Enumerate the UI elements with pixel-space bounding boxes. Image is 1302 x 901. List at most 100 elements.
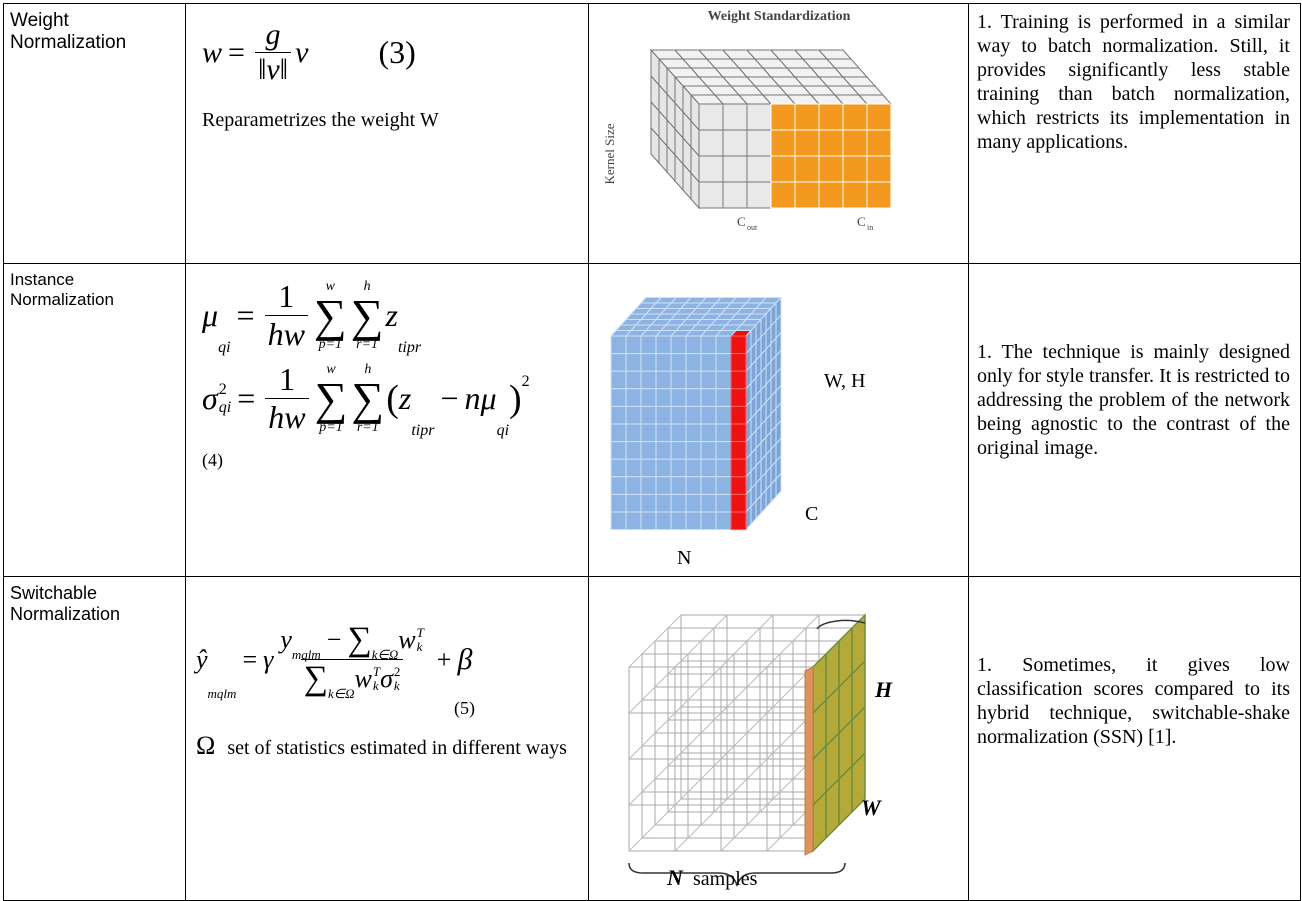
note-symbol: Ω: [196, 731, 216, 760]
grid-line: [720, 614, 774, 668]
symbol: y: [280, 625, 292, 654]
limit: w: [325, 278, 335, 294]
cell: [655, 353, 672, 372]
method-name: Weight Normalization: [3, 3, 186, 264]
grid-line: [720, 798, 774, 852]
numerator: 1: [278, 361, 295, 397]
grid-line: [812, 660, 866, 714]
cell: [866, 129, 892, 157]
cell: [610, 458, 627, 478]
symbol: z: [398, 380, 412, 416]
subscript: mqlm: [207, 686, 237, 701]
cell: [625, 441, 642, 460]
operator: =: [237, 380, 256, 416]
axis-label: N: [677, 547, 691, 569]
subscript: tipr: [411, 422, 435, 439]
cell: [655, 441, 672, 460]
cell: [818, 155, 844, 183]
cell: [685, 511, 702, 531]
axis-label: samples: [693, 868, 758, 890]
superscript: T: [372, 663, 381, 679]
cell: [670, 405, 687, 425]
subscript: k: [393, 678, 400, 693]
note: Reparametrizes the weight W: [202, 109, 439, 131]
equation: w = g ‖v‖ v (3): [202, 18, 588, 87]
limit: p=1: [318, 336, 343, 352]
cell: [685, 388, 702, 407]
limit: w: [326, 361, 336, 377]
cell: [700, 335, 717, 355]
figure-cell: W, H C N: [588, 263, 969, 577]
symbol: v: [295, 35, 309, 69]
superscript: 2: [521, 373, 530, 390]
table-row: Instance Normalization μ qi = 1 hw w ∑ p=1 h…: [3, 263, 1301, 577]
sum-sign: ∑: [314, 372, 348, 424]
cell: [625, 388, 642, 407]
cell: [640, 511, 657, 531]
cell: [700, 370, 717, 390]
cell: [730, 511, 747, 531]
grid-line: [674, 660, 728, 714]
cell: [715, 511, 732, 531]
description: 1. Training is performed in a similar wa…: [968, 3, 1301, 264]
cell: [640, 441, 657, 460]
table-row: Switchable Normalization ŷ mqlm = γ y mqlm…: [3, 576, 1301, 901]
subscript: k: [416, 639, 423, 654]
cell: [685, 423, 702, 443]
name-line: Instance: [10, 270, 75, 289]
cell: [670, 441, 687, 460]
grid-line: [628, 660, 682, 714]
method-name: Switchable Normalization: [3, 576, 186, 901]
paren: ): [509, 377, 522, 420]
sum-sign: ∑: [350, 289, 384, 341]
cell: [610, 388, 627, 407]
grid-line: [720, 660, 774, 714]
cell: [794, 181, 820, 209]
figure: H W N samples: [628, 613, 893, 890]
symbol: γ: [263, 644, 274, 674]
axis-label: out: [747, 223, 758, 232]
cell: [698, 155, 724, 183]
cell: [746, 155, 772, 183]
numerator: g: [265, 18, 281, 51]
cell: [640, 476, 657, 495]
cell: [770, 129, 796, 157]
fraction: 1 hw: [265, 361, 309, 436]
cell: [770, 181, 796, 209]
brace: [816, 619, 866, 630]
cell: [770, 103, 796, 131]
cell: [817, 49, 853, 60]
cell: [715, 405, 732, 425]
cell: [670, 458, 687, 478]
subscript: qi: [218, 398, 232, 416]
axis-label: C: [737, 214, 746, 229]
cell: [730, 476, 747, 495]
cell: [746, 103, 772, 131]
cell: [818, 181, 844, 209]
denominator: hw: [265, 398, 309, 436]
cell: [842, 155, 868, 183]
axis-label: H: [874, 677, 893, 702]
equation-number: (4): [202, 450, 223, 470]
cell: [655, 335, 672, 355]
cell: [842, 181, 868, 209]
table-row: Weight Normalization w = g ‖v‖ v (3) Repa…: [3, 3, 1301, 264]
cell: [842, 129, 868, 157]
description: 1. The technique is mainly designed only…: [968, 263, 1301, 577]
cell: [685, 405, 702, 425]
cell: [610, 353, 627, 372]
cell: [730, 353, 747, 372]
cell: [818, 103, 844, 131]
grid-line: [674, 752, 728, 806]
cell: [730, 493, 747, 513]
cell: [715, 388, 732, 407]
cell: [700, 353, 717, 372]
grid-line: [674, 798, 728, 852]
sum-sign: ∑: [351, 372, 385, 424]
